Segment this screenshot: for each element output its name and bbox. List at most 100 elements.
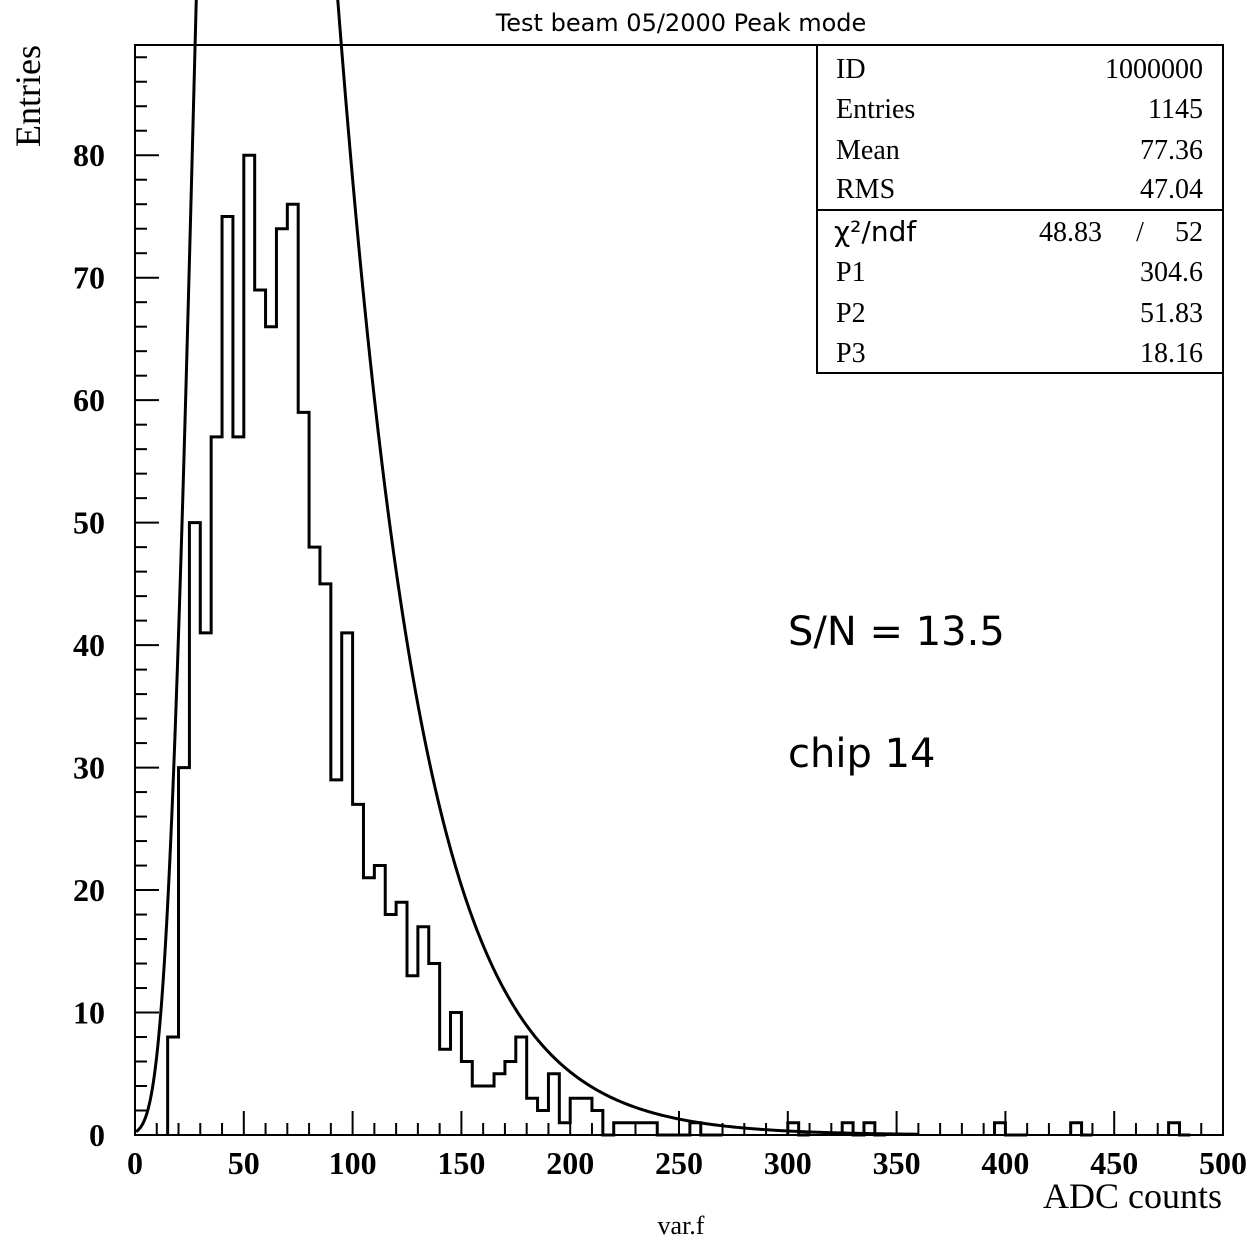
- stats-label-id: ID: [836, 54, 866, 85]
- histogram-bin: [298, 412, 309, 1135]
- stats-value-ndf: 52: [1175, 217, 1203, 248]
- x-tick-label: 450: [1090, 1145, 1138, 1181]
- y-tick-label: 20: [73, 872, 105, 908]
- histogram-bin: [353, 804, 364, 1135]
- stats-box: ID 1000000 Entries 1145 Mean 77.36 RMS 4…: [816, 44, 1224, 374]
- y-tick-label: 40: [73, 627, 105, 663]
- histogram-outline: [166, 153, 1191, 1137]
- histogram-bin: [451, 1013, 462, 1135]
- y-tick-labels: 0 10 20 30 40 50 60 70 80: [73, 137, 105, 1153]
- x-tick-label: 350: [873, 1145, 921, 1181]
- y-axis-label: Entries: [8, 45, 48, 147]
- chart-title: Test beam 05/2000 Peak mode: [495, 9, 867, 37]
- histogram-bin: [527, 1098, 538, 1135]
- histogram-bin: [690, 1123, 701, 1135]
- x-tick-label: 100: [329, 1145, 377, 1181]
- histogram-bin: [189, 523, 200, 1135]
- histogram-bin: [429, 964, 440, 1135]
- histogram-bin: [244, 155, 255, 1135]
- stats-label-p3: P3: [836, 338, 866, 369]
- stats-value-p1: 304.6: [1140, 257, 1203, 288]
- histogram-bin: [483, 1086, 494, 1135]
- histogram-bin: [646, 1123, 657, 1135]
- histogram-bin: [385, 915, 396, 1135]
- axes: 0 50 100 150 200 250 300 350 400 450 500 0 10 20 30 40…: [73, 44, 1247, 1181]
- x-tick-label: 300: [764, 1145, 812, 1181]
- histogram-bin: [1169, 1123, 1180, 1135]
- fit-curve: [135, 0, 919, 1136]
- histogram-bin: [266, 327, 277, 1135]
- stats-chi2-separator: /: [1136, 217, 1144, 248]
- y-tick-label: 30: [73, 750, 105, 786]
- annotation-sn: S/N = 13.5: [788, 609, 1005, 655]
- x-axis-label: ADC counts: [1043, 1176, 1222, 1216]
- stats-value-p2: 51.83: [1140, 298, 1203, 329]
- annotation-chip: chip 14: [788, 731, 935, 777]
- stats-label-entries: Entries: [836, 94, 915, 125]
- x-tick-label: 50: [228, 1145, 260, 1181]
- y-tick-label: 0: [89, 1117, 105, 1153]
- histogram-bin: [494, 1074, 505, 1135]
- stats-label-p2: P2: [836, 298, 866, 329]
- y-tick-label: 70: [73, 260, 105, 296]
- histogram-bin: [995, 1123, 1006, 1135]
- histogram-bin: [440, 1049, 451, 1135]
- footer-label: var.f: [658, 1211, 705, 1240]
- histogram-bin: [538, 1111, 549, 1135]
- y-tick-label: 60: [73, 382, 105, 418]
- x-tick-label: 150: [437, 1145, 485, 1181]
- stats-value-rms: 47.04: [1140, 174, 1203, 205]
- histogram-bin: [179, 768, 190, 1135]
- histogram-bin: [287, 204, 298, 1135]
- x-tick-label: 0: [127, 1145, 143, 1181]
- stats-label-mean: Mean: [836, 135, 900, 166]
- histogram-bin: [342, 633, 353, 1135]
- x-tick-labels: 0 50 100 150 200 250 300 350 400 450 500: [127, 1145, 1247, 1181]
- stats-value-chi2: 48.83: [1039, 217, 1102, 248]
- histogram-bin: [592, 1111, 603, 1135]
- x-tick-label: 400: [981, 1145, 1029, 1181]
- stats-label-p1: P1: [836, 257, 866, 288]
- histogram-bin: [516, 1037, 527, 1135]
- histogram-bin: [570, 1098, 581, 1135]
- stats-label-rms: RMS: [836, 174, 895, 205]
- histogram-bin: [233, 437, 244, 1135]
- x-tick-label: 200: [546, 1145, 594, 1181]
- stats-value-entries: 1145: [1148, 94, 1203, 125]
- histogram-bin: [276, 229, 287, 1135]
- histogram-bin: [396, 902, 407, 1135]
- histogram-bin: [331, 780, 342, 1135]
- stats-value-mean: 77.36: [1140, 135, 1203, 166]
- histogram-bin: [548, 1074, 559, 1135]
- histogram-bin: [374, 866, 385, 1135]
- stats-value-p3: 18.16: [1140, 338, 1203, 369]
- x-tick-label: 500: [1199, 1145, 1247, 1181]
- x-tick-label: 250: [655, 1145, 703, 1181]
- histogram-bin: [168, 1037, 179, 1135]
- x-ticks: [134, 1111, 1224, 1135]
- y-tick-label: 50: [73, 505, 105, 541]
- histogram-bin: [505, 1062, 516, 1135]
- histogram-bin: [461, 1062, 472, 1135]
- histogram-bin: [1071, 1123, 1082, 1135]
- histogram-bin: [200, 633, 211, 1135]
- histogram-bin: [472, 1086, 483, 1135]
- histogram-bin: [309, 547, 320, 1135]
- y-tick-label: 10: [73, 995, 105, 1031]
- stats-label-chi2: χ²/ndf: [834, 215, 917, 248]
- histogram-bin: [788, 1123, 799, 1135]
- histogram-bin: [211, 437, 222, 1135]
- histogram-bin: [222, 216, 233, 1135]
- histogram-bin: [614, 1123, 625, 1135]
- stats-value-id: 1000000: [1105, 54, 1203, 85]
- histogram-bin: [625, 1123, 636, 1135]
- histogram-bin: [320, 584, 331, 1135]
- y-tick-label: 80: [73, 137, 105, 173]
- histogram-bin: [635, 1123, 646, 1135]
- y-ticks: [135, 56, 159, 1136]
- histogram-bin: [559, 1123, 570, 1135]
- histogram-bin: [255, 290, 266, 1135]
- histogram-bin: [407, 976, 418, 1135]
- histogram-bin: [363, 878, 374, 1135]
